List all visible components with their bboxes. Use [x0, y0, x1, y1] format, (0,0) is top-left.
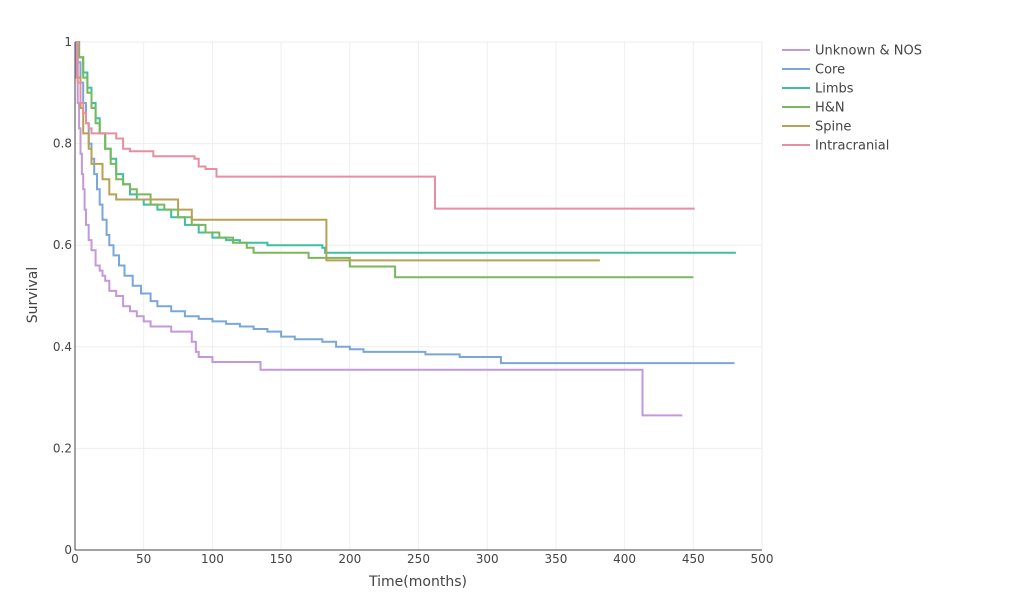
- legend[interactable]: Unknown & NOS Core Limbs H&N Spine Intracrani…: [782, 44, 922, 154]
- legend-label: H&N: [815, 101, 845, 116]
- x-tick-label: 100: [201, 552, 224, 566]
- y-tick-label: 1: [64, 35, 72, 49]
- legend-item[interactable]: Limbs: [782, 82, 854, 97]
- x-tick-label: 50: [136, 552, 151, 566]
- x-axis-title: Time(months): [368, 574, 467, 590]
- y-tick-label: 0.2: [53, 441, 72, 455]
- series-lines: [75, 41, 736, 417]
- legend-item[interactable]: Intracranial: [782, 139, 889, 154]
- series-line-3[interactable]: [75, 41, 694, 279]
- y-tick-label: 0.4: [53, 340, 72, 354]
- legend-item[interactable]: Spine: [782, 120, 851, 135]
- legend-item[interactable]: H&N: [782, 101, 845, 116]
- x-tick-label: 300: [476, 552, 499, 566]
- y-axis-title: Survival: [25, 267, 41, 323]
- x-tick-label: 250: [407, 552, 430, 566]
- x-tick-label: 450: [682, 552, 705, 566]
- legend-item[interactable]: Unknown & NOS: [782, 44, 922, 59]
- series-line-2[interactable]: [75, 41, 736, 254]
- series-line-1[interactable]: [75, 41, 735, 365]
- x-tick-label: 150: [270, 552, 293, 566]
- legend-label: Spine: [815, 120, 851, 135]
- x-tick-label: 0: [71, 552, 79, 566]
- x-tick-label: 350: [544, 552, 567, 566]
- axes: 0 50 100 150 200 250 300 350 400 450 500 0 0.2 0.4 0.6…: [53, 35, 774, 566]
- x-tick-label: 500: [751, 552, 774, 566]
- series-line-0[interactable]: [75, 41, 683, 417]
- x-tick-label: 400: [613, 552, 636, 566]
- series-line-4[interactable]: [75, 41, 600, 262]
- y-tick-label: 0.6: [53, 238, 72, 252]
- legend-item[interactable]: Core: [782, 63, 845, 78]
- y-tick-label: 0.8: [53, 137, 72, 151]
- legend-label: Unknown & NOS: [815, 44, 922, 59]
- grid-lines: [75, 41, 763, 550]
- legend-label: Intracranial: [815, 139, 889, 154]
- series-line-5[interactable]: [75, 41, 695, 210]
- y-tick-label: 0: [64, 543, 72, 557]
- x-tick-label: 200: [338, 552, 361, 566]
- legend-label: Core: [815, 63, 845, 78]
- legend-label: Limbs: [815, 82, 854, 97]
